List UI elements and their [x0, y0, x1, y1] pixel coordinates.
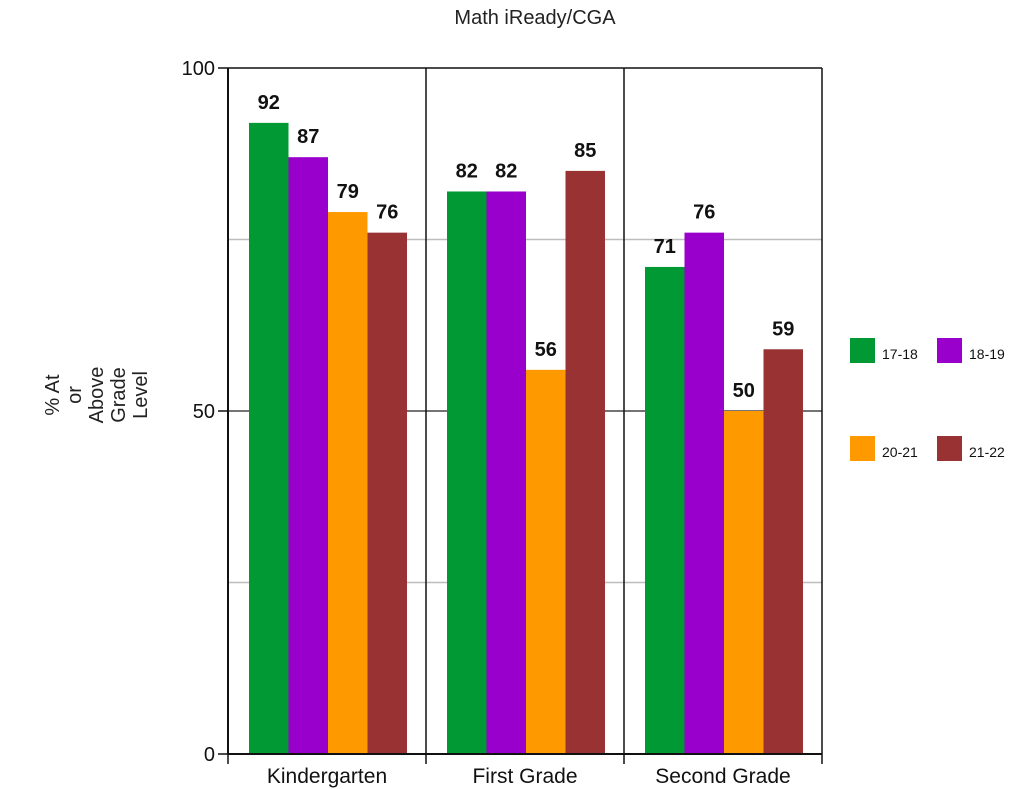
bar	[447, 191, 487, 755]
bar	[288, 157, 328, 754]
legend-swatch	[850, 436, 875, 461]
bar	[328, 212, 368, 754]
data-label: 50	[733, 380, 755, 402]
data-label: 85	[574, 140, 596, 162]
bar	[486, 191, 526, 755]
y-axis-label-line: % At	[42, 374, 64, 416]
x-category-label: Kindergarten	[267, 765, 387, 788]
x-category-label: Second Grade	[655, 765, 790, 788]
bar	[565, 170, 605, 754]
y-axis-label-line: Grade	[108, 367, 130, 423]
y-axis-label-line: Level	[130, 371, 152, 419]
axes	[227, 67, 823, 764]
legend-label: 20-21	[882, 444, 918, 460]
y-ticks: 0 50 100	[182, 58, 228, 766]
legend-swatch	[937, 338, 962, 363]
bar	[249, 122, 289, 754]
legend-label: 21-22	[969, 444, 1005, 460]
bar	[645, 266, 685, 754]
bars	[249, 122, 803, 755]
data-label: 76	[376, 202, 398, 224]
y-tick-label: 100	[182, 58, 215, 80]
data-label: 92	[258, 92, 280, 114]
y-tick-label: 50	[193, 401, 215, 423]
y-tick-label: 0	[204, 744, 215, 766]
bar	[367, 232, 407, 754]
legend-swatch	[937, 436, 962, 461]
data-label: 71	[654, 236, 676, 258]
data-label: 76	[693, 202, 715, 224]
legend-label: 17-18	[882, 346, 918, 362]
y-axis-label-line: or	[64, 386, 86, 404]
chart-title: Math iReady/CGA	[454, 7, 616, 29]
bar	[684, 232, 724, 754]
y-axis-label-line: Above	[86, 367, 108, 424]
data-label: 79	[337, 181, 359, 203]
bar	[526, 369, 566, 754]
data-label: 82	[456, 160, 478, 182]
x-category-label: First Grade	[472, 765, 577, 788]
x-categories: Kindergarten First Grade Second Grade	[267, 765, 791, 788]
data-label: 56	[535, 339, 557, 361]
legend-swatch	[850, 338, 875, 363]
data-label: 59	[772, 318, 794, 340]
bar	[763, 349, 803, 754]
data-label: 87	[297, 126, 319, 148]
data-label: 82	[495, 160, 517, 182]
y-axis-label: % At or Above Grade Level	[42, 367, 152, 424]
legend-label: 18-19	[969, 346, 1005, 362]
data-labels: 92 82 71 87 82 76 79 56 50 76 85 59	[258, 92, 795, 402]
legend: 17-18 18-19 20-21 21-22	[850, 338, 1005, 461]
bar	[724, 411, 764, 754]
